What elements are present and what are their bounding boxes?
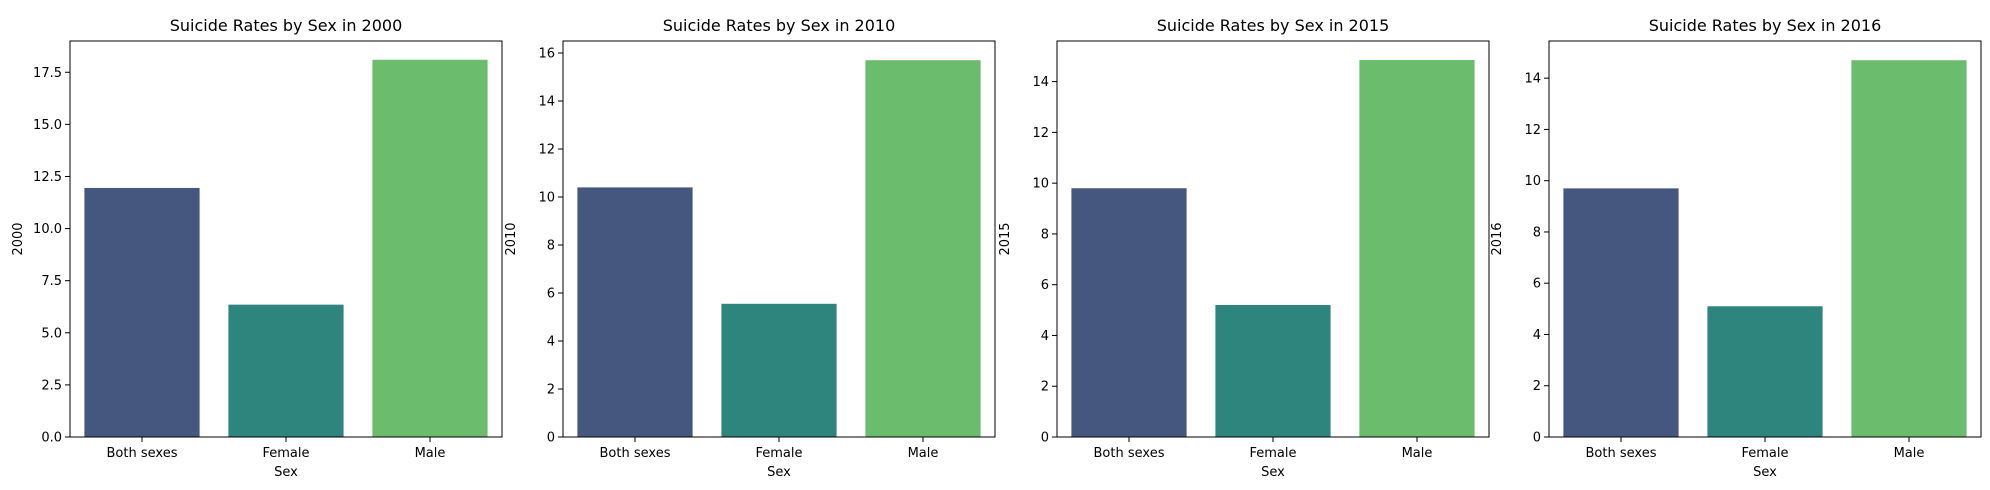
x-tick-label: Both sexes — [1586, 446, 1657, 461]
chart-title: Suicide Rates by Sex in 2016 — [1649, 16, 1882, 35]
chart-panel-3: 0 2 4 6 8 10 12 14 Both sexes Female Male Suicide R… — [998, 16, 1490, 480]
y-tick-label: 8 — [547, 239, 555, 254]
y-tick-label: 0 — [1041, 431, 1049, 446]
bar-both-sexes — [1563, 188, 1679, 437]
y-tick-label: 2 — [1041, 380, 1049, 395]
x-tick-label: Male — [1402, 446, 1433, 461]
y-tick-label: 8 — [1041, 227, 1049, 242]
y-axis-label: 2010 — [504, 222, 519, 255]
x-axis-label: Sex — [1261, 465, 1285, 480]
chart-title: Suicide Rates by Sex in 2000 — [170, 16, 403, 35]
x-axis-label: Sex — [274, 465, 298, 480]
y-tick-label: 10 — [1032, 177, 1049, 192]
bar-both-sexes — [84, 187, 200, 437]
y-tick-label: 2 — [1533, 379, 1541, 394]
bar-male — [1359, 60, 1475, 438]
x-axis-label: Sex — [1753, 465, 1777, 480]
x-tick-label: Both sexes — [600, 446, 671, 461]
x-tick-label: Both sexes — [1094, 446, 1165, 461]
y-tick-label: 2.5 — [41, 378, 62, 393]
x-tick-label: Female — [262, 446, 309, 461]
x-tick-label: Female — [755, 446, 802, 461]
y-tick-label: 8 — [1533, 225, 1541, 240]
y-tick-label: 12 — [538, 143, 555, 158]
y-tick-label: 7.5 — [41, 274, 62, 289]
y-tick-label: 14 — [1032, 75, 1049, 90]
y-axis-label: 2000 — [11, 222, 26, 255]
y-tick-label: 14 — [538, 95, 555, 110]
x-tick-label: Female — [1741, 446, 1788, 461]
bar-female — [228, 304, 344, 437]
y-tick-label: 16 — [538, 47, 555, 62]
y-axis-label: 2016 — [1490, 222, 1505, 255]
chart-title: Suicide Rates by Sex in 2010 — [663, 16, 896, 35]
y-tick-label: 10.0 — [33, 222, 62, 237]
bar-both-sexes — [1071, 188, 1187, 437]
y-tick-label: 6 — [1533, 277, 1541, 292]
x-tick-label: Male — [908, 446, 939, 461]
chart-panel-4: 0 2 4 6 8 10 12 14 Both sexes Female Male Suicide R… — [1490, 16, 1982, 480]
bar-female — [1215, 305, 1331, 437]
x-axis-label: Sex — [767, 465, 791, 480]
y-tick-label: 12 — [1524, 123, 1541, 138]
y-tick-label: 5.0 — [41, 326, 62, 341]
y-tick-label: 12.5 — [33, 170, 62, 185]
y-tick-label: 4 — [1041, 329, 1049, 344]
chart-title: Suicide Rates by Sex in 2015 — [1157, 16, 1390, 35]
x-tick-label: Male — [415, 446, 446, 461]
bar-male — [865, 60, 981, 437]
y-tick-label: 4 — [547, 335, 555, 350]
y-tick-label: 17.5 — [33, 66, 62, 81]
x-tick-label: Male — [1894, 446, 1925, 461]
bar-male — [372, 59, 488, 437]
y-tick-label: 6 — [1041, 278, 1049, 293]
bar-female — [721, 303, 837, 437]
chart-panel-2: 0 2 4 6 8 10 12 14 16 Both sexes Female Male Suicide… — [504, 16, 996, 480]
x-tick-label: Both sexes — [107, 446, 178, 461]
y-tick-label: 0.0 — [41, 431, 62, 446]
y-tick-label: 10 — [1524, 174, 1541, 189]
y-axis-label: 2015 — [998, 222, 1013, 255]
x-tick-label: Female — [1249, 446, 1296, 461]
chart-panel-1: 0.0 2.5 5.0 7.5 10.0 12.5 15.0 17.5 Both sexes Fe… — [11, 16, 503, 480]
y-tick-label: 15.0 — [33, 118, 62, 133]
y-tick-label: 14 — [1524, 72, 1541, 87]
bar-female — [1707, 306, 1823, 437]
y-tick-label: 0 — [1533, 431, 1541, 446]
y-tick-label: 10 — [538, 191, 555, 206]
bar-male — [1851, 60, 1967, 438]
y-tick-label: 12 — [1032, 126, 1049, 141]
bar-both-sexes — [577, 187, 693, 437]
y-tick-label: 4 — [1533, 328, 1541, 343]
y-tick-label: 6 — [547, 287, 555, 302]
y-tick-label: 0 — [547, 431, 555, 446]
y-tick-label: 2 — [547, 383, 555, 398]
